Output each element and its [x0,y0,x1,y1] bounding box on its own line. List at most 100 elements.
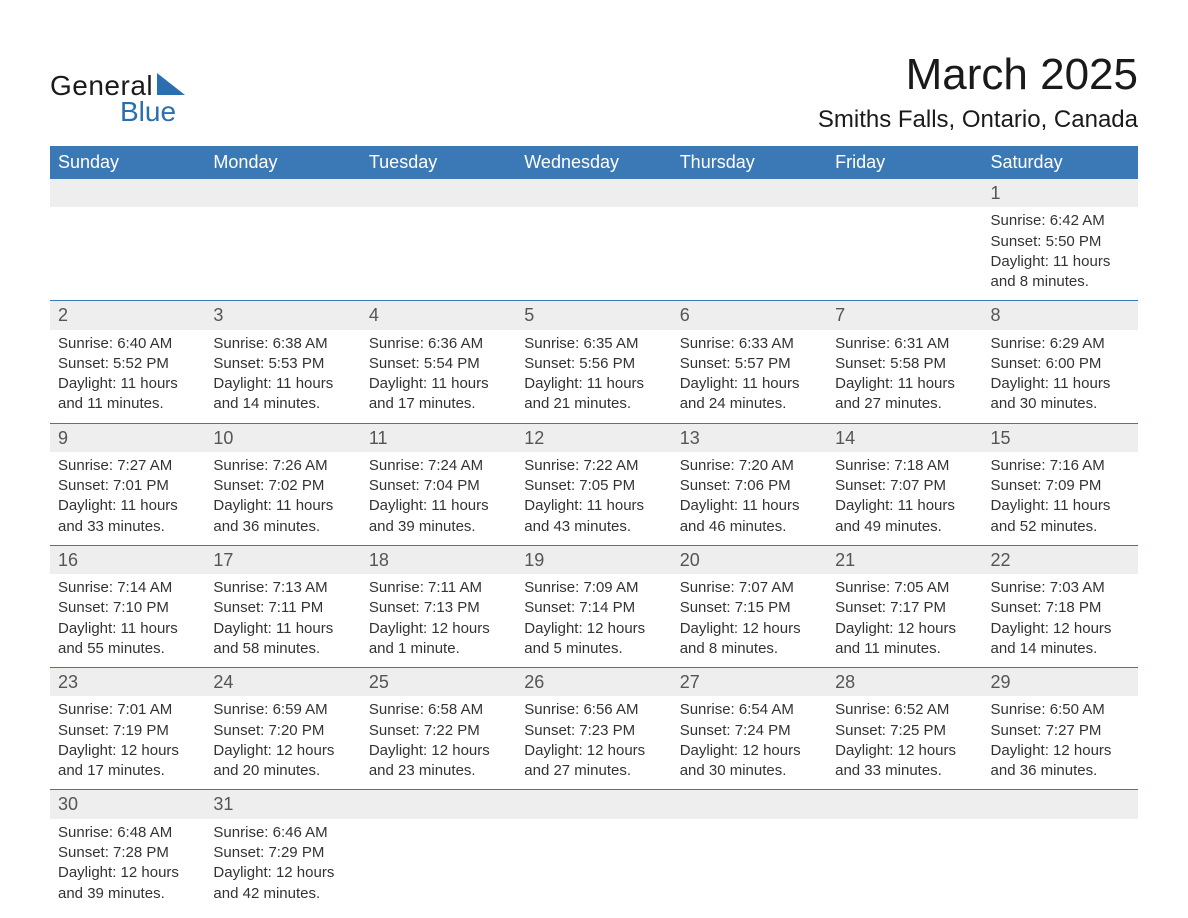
daylight-text-2: and 14 minutes. [213,394,352,414]
sunset-text: Sunset: 7:07 PM [835,476,974,496]
sunset-text: Sunset: 5:57 PM [680,354,819,374]
day-number-cell [516,179,671,207]
day-number-cell: 21 [827,545,982,574]
day-detail-cell: Sunrise: 6:50 AMSunset: 7:27 PMDaylight:… [983,696,1138,790]
sunset-text: Sunset: 5:52 PM [58,354,197,374]
daylight-text-1: Daylight: 12 hours [680,741,819,761]
daylight-text-2: and 30 minutes. [680,761,819,781]
day-number-cell: 17 [205,545,360,574]
daylight-text-1: Daylight: 12 hours [369,741,508,761]
daylight-text-1: Daylight: 11 hours [58,496,197,516]
day-number-cell [50,179,205,207]
day-detail-cell: Sunrise: 7:09 AMSunset: 7:14 PMDaylight:… [516,574,671,668]
day-number-cell: 24 [205,668,360,697]
day-detail-cell: Sunrise: 7:22 AMSunset: 7:05 PMDaylight:… [516,452,671,546]
daylight-text-1: Daylight: 12 hours [524,619,663,639]
day-number-cell: 27 [672,668,827,697]
day-number-cell: 11 [361,423,516,452]
sunset-text: Sunset: 5:50 PM [991,232,1130,252]
sunset-text: Sunset: 7:15 PM [680,598,819,618]
day-detail-cell [516,207,671,301]
sunrise-text: Sunrise: 7:11 AM [369,578,508,598]
sunset-text: Sunset: 7:18 PM [991,598,1130,618]
title-block: March 2025 Smiths Falls, Ontario, Canada [818,50,1138,134]
day-number-cell: 5 [516,301,671,330]
day-number-cell: 1 [983,179,1138,207]
sunset-text: Sunset: 7:01 PM [58,476,197,496]
day-detail-cell [205,207,360,301]
daylight-text-2: and 58 minutes. [213,639,352,659]
day-detail-cell [672,207,827,301]
day-detail-cell: Sunrise: 6:33 AMSunset: 5:57 PMDaylight:… [672,330,827,424]
daylight-text-2: and 17 minutes. [369,394,508,414]
daylight-text-1: Daylight: 11 hours [991,374,1130,394]
daylight-text-2: and 5 minutes. [524,639,663,659]
daylight-text-2: and 27 minutes. [835,394,974,414]
sunset-text: Sunset: 7:22 PM [369,721,508,741]
day-detail-cell: Sunrise: 7:05 AMSunset: 7:17 PMDaylight:… [827,574,982,668]
sunset-text: Sunset: 7:27 PM [991,721,1130,741]
day-detail-cell: Sunrise: 7:11 AMSunset: 7:13 PMDaylight:… [361,574,516,668]
day-number-cell: 8 [983,301,1138,330]
day-number-cell: 3 [205,301,360,330]
day-detail-cell: Sunrise: 7:20 AMSunset: 7:06 PMDaylight:… [672,452,827,546]
day-detail-cell: Sunrise: 7:03 AMSunset: 7:18 PMDaylight:… [983,574,1138,668]
day-number-cell: 28 [827,668,982,697]
daylight-text-2: and 21 minutes. [524,394,663,414]
day-detail-cell: Sunrise: 7:13 AMSunset: 7:11 PMDaylight:… [205,574,360,668]
day-detail-cell: Sunrise: 6:36 AMSunset: 5:54 PMDaylight:… [361,330,516,424]
weekday-header: Monday [205,146,360,179]
daylight-text-2: and 24 minutes. [680,394,819,414]
day-number-cell [827,790,982,819]
day-number-row: 2345678 [50,301,1138,330]
daylight-text-2: and 36 minutes. [991,761,1130,781]
sunset-text: Sunset: 7:25 PM [835,721,974,741]
sunrise-text: Sunrise: 6:38 AM [213,334,352,354]
sunrise-text: Sunrise: 6:54 AM [680,700,819,720]
sunrise-text: Sunrise: 7:14 AM [58,578,197,598]
weekday-header: Friday [827,146,982,179]
day-number-cell: 6 [672,301,827,330]
day-detail-cell: Sunrise: 6:42 AMSunset: 5:50 PMDaylight:… [983,207,1138,301]
day-number-cell: 13 [672,423,827,452]
day-number-cell: 18 [361,545,516,574]
day-detail-cell: Sunrise: 7:07 AMSunset: 7:15 PMDaylight:… [672,574,827,668]
sunrise-text: Sunrise: 6:36 AM [369,334,508,354]
daylight-text-2: and 55 minutes. [58,639,197,659]
day-detail-cell: Sunrise: 6:46 AMSunset: 7:29 PMDaylight:… [205,819,360,912]
day-number-cell [516,790,671,819]
day-detail-cell [50,207,205,301]
sunrise-text: Sunrise: 7:05 AM [835,578,974,598]
sunset-text: Sunset: 5:54 PM [369,354,508,374]
sunrise-text: Sunrise: 7:20 AM [680,456,819,476]
day-detail-cell [983,819,1138,912]
day-detail-cell [827,819,982,912]
sunrise-text: Sunrise: 7:13 AM [213,578,352,598]
sunset-text: Sunset: 7:05 PM [524,476,663,496]
daylight-text-1: Daylight: 11 hours [680,496,819,516]
daylight-text-2: and 42 minutes. [213,884,352,904]
sunrise-text: Sunrise: 7:03 AM [991,578,1130,598]
daylight-text-2: and 1 minute. [369,639,508,659]
day-number-cell: 22 [983,545,1138,574]
day-number-cell [672,790,827,819]
sunset-text: Sunset: 7:19 PM [58,721,197,741]
calendar-table: Sunday Monday Tuesday Wednesday Thursday… [50,146,1138,912]
day-detail-cell: Sunrise: 7:14 AMSunset: 7:10 PMDaylight:… [50,574,205,668]
sunrise-text: Sunrise: 6:29 AM [991,334,1130,354]
sunset-text: Sunset: 7:10 PM [58,598,197,618]
sunrise-text: Sunrise: 7:27 AM [58,456,197,476]
day-number-cell: 29 [983,668,1138,697]
sunrise-text: Sunrise: 6:42 AM [991,211,1130,231]
sunrise-text: Sunrise: 7:09 AM [524,578,663,598]
day-detail-cell [827,207,982,301]
day-detail-cell: Sunrise: 6:58 AMSunset: 7:22 PMDaylight:… [361,696,516,790]
day-number-cell: 4 [361,301,516,330]
day-number-cell: 12 [516,423,671,452]
daylight-text-1: Daylight: 12 hours [213,863,352,883]
daylight-text-1: Daylight: 12 hours [991,741,1130,761]
sunrise-text: Sunrise: 6:33 AM [680,334,819,354]
day-number-cell [827,179,982,207]
sunset-text: Sunset: 7:06 PM [680,476,819,496]
weekday-header: Sunday [50,146,205,179]
